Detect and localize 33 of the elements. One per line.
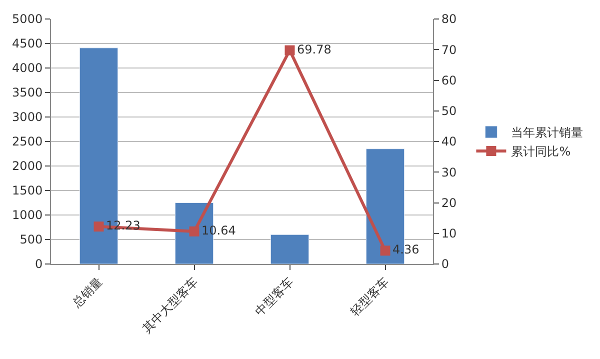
- y2-tick-label: 50: [441, 104, 457, 118]
- x-tick-label: 其中大型客车: [140, 274, 201, 336]
- y2-tick-label: 60: [441, 73, 457, 88]
- y2-tick-label: 10: [441, 226, 457, 241]
- y2-tick-label: 0: [441, 257, 450, 272]
- x-tick-label: 中型客车: [252, 274, 296, 319]
- y2-tick-label: 30: [441, 165, 457, 180]
- point: [380, 246, 390, 256]
- data-label: 12.23: [106, 218, 140, 233]
- bar: [270, 234, 310, 264]
- y2-tick-label: 70: [441, 42, 457, 57]
- point: [284, 45, 295, 56]
- y-tick-label: 1500: [12, 184, 43, 198]
- y-tick-label: 1000: [12, 208, 43, 222]
- x-tick-label: 总销量: [69, 274, 106, 311]
- y-tick-label: 5000: [12, 12, 43, 26]
- point: [189, 226, 200, 236]
- legend-label: 当年累计销量: [511, 126, 584, 140]
- y-tick-label: 2000: [12, 159, 43, 174]
- y-tick-label: 2500: [12, 134, 43, 149]
- y-tick-label: 3000: [12, 110, 43, 124]
- y-tick-label: 500: [20, 232, 43, 247]
- legend-label: 累计同比%: [511, 144, 571, 159]
- y2-tick-label: 20: [441, 196, 457, 210]
- data-label: 69.78: [297, 42, 332, 56]
- y-tick-label: 3500: [12, 86, 43, 100]
- point: [94, 222, 104, 232]
- y-tick-label: 0: [34, 257, 43, 272]
- y2-tick-label: 40: [441, 134, 457, 149]
- x-tick-label: 轻型客车: [348, 274, 392, 319]
- y-tick-label: 4000: [12, 61, 43, 76]
- y2-tick-label: 80: [441, 12, 457, 26]
- y-tick-label: 4500: [12, 36, 43, 51]
